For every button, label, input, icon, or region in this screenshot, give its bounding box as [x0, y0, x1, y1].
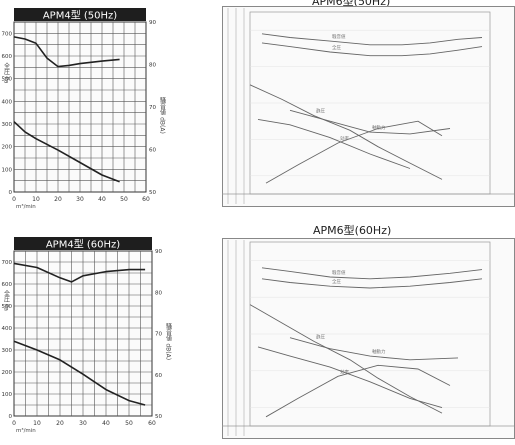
- y-right-tick-label: 80: [149, 63, 156, 69]
- series-line-noise: [13, 36, 120, 68]
- chart-apm4-50hz: APM4型 (50Hz) 0 10 20 30 40 50 60 m³/min 0 100 200 30…: [0, 0, 190, 220]
- series-line: [249, 304, 443, 414]
- series-label: 全圧: [332, 278, 341, 285]
- series-line-pressure: [13, 340, 146, 406]
- series-line: [289, 337, 459, 361]
- scan-frame: [222, 6, 515, 207]
- x-axis-label: m³/min: [16, 427, 36, 434]
- y-left-tick-label: 200: [2, 145, 13, 151]
- y-left-tick-label: 400: [2, 326, 13, 332]
- chart-apm4-50hz-svg: APM4型 (50Hz)0 10 20 30 40 50 60m³/min010020030…: [2, 8, 166, 210]
- x-tick-label: 40: [98, 196, 106, 203]
- x-tick-label: 60: [142, 196, 150, 203]
- y-right-tick-label: 90: [155, 249, 162, 255]
- series-line: [265, 120, 443, 184]
- y-right-axis-label: 騒音値 dB(A): [159, 97, 166, 134]
- y-left-tick-label: 600: [2, 282, 13, 288]
- y-left-tick-label: 200: [2, 370, 13, 376]
- chart-title-bar: [14, 8, 146, 21]
- y-left-tick-label: 0: [9, 190, 13, 196]
- x-tick-label: 20: [56, 420, 64, 427]
- x-tick-label: 30: [76, 196, 84, 203]
- y-right-tick-label: 80: [155, 290, 162, 296]
- series-line: [249, 84, 443, 180]
- series-line: [257, 118, 411, 169]
- y-left-axis-label: 全圧 Pa: [3, 62, 10, 84]
- caption-apm6-60hz: APM6型(60Hz): [313, 224, 392, 237]
- y-right-axis-label: 騒音値 dB(A): [165, 323, 172, 360]
- series-label: 軸動力: [372, 124, 386, 131]
- y-left-tick-label: 500: [2, 77, 13, 83]
- chart-title: APM4型 (60Hz): [46, 238, 120, 251]
- x-tick-label: 0: [12, 420, 16, 427]
- chart-apm6-50hz: 騒音値全圧静圧効率 軸動力: [222, 6, 515, 212]
- y-left-tick-label: 400: [2, 99, 13, 105]
- series-line: [261, 42, 483, 57]
- series-label: 静圧: [316, 333, 325, 340]
- series-line: [289, 109, 451, 135]
- x-tick-label: 50: [125, 420, 133, 427]
- y-right-tick-label: 70: [149, 105, 156, 111]
- x-tick-label: 20: [54, 196, 62, 203]
- chart-title: APM4型 (50Hz): [43, 9, 117, 22]
- chart-apm6-60hz: 騒音値全圧静圧効率 軸動力: [222, 238, 515, 441]
- y-left-tick-label: 600: [2, 54, 13, 60]
- y-right-tick-label: 60: [155, 373, 162, 379]
- y-right-tick-label: 90: [149, 20, 156, 26]
- y-right-tick-label: 50: [155, 414, 162, 420]
- chart-apm4-60hz-svg: APM4型 (60Hz)0 10 20 30 40 50 60m³/min010020030…: [2, 237, 172, 434]
- series-line-noise: [13, 262, 146, 283]
- y-left-tick-label: 300: [2, 122, 13, 128]
- y-right-tick-label: 60: [149, 148, 156, 154]
- series-line: [265, 364, 451, 418]
- series-label: 効率: [340, 368, 349, 375]
- x-tick-label: 10: [33, 420, 41, 427]
- x-tick-label: 60: [148, 420, 156, 427]
- caption-apm6-50hz: APM6型(50Hz): [312, 0, 391, 8]
- series-label: 静圧: [316, 108, 325, 115]
- y-left-axis-label: 全圧 Pa: [3, 289, 10, 311]
- series-label: 効率: [340, 135, 349, 142]
- y-right-tick-label: 50: [149, 190, 156, 196]
- y-left-tick-label: 700: [2, 31, 13, 37]
- x-tick-label: 0: [12, 196, 16, 203]
- series-line: [257, 346, 443, 409]
- series-line: [261, 267, 483, 280]
- x-tick-label: 30: [79, 420, 87, 427]
- x-axis-label: m³/min: [16, 203, 36, 210]
- y-left-tick-label: 100: [2, 392, 13, 398]
- y-left-tick-label: 700: [2, 260, 13, 266]
- y-left-tick-label: 0: [9, 414, 13, 420]
- series-line: [261, 278, 483, 289]
- series-label: 全圧: [332, 44, 341, 51]
- series-label: 騒音値: [332, 269, 346, 276]
- y-left-tick-label: 500: [2, 304, 13, 310]
- y-left-tick-label: 100: [2, 167, 13, 173]
- series-label: 軸動力: [372, 348, 386, 355]
- x-tick-label: 50: [120, 196, 128, 203]
- series-label: 騒音値: [332, 33, 346, 40]
- y-right-tick-label: 70: [155, 332, 162, 338]
- chart-apm4-60hz: APM4型 (60Hz) 0 10 20 30 40 50 60 m³/min 0 100 200 30…: [0, 236, 190, 441]
- x-tick-label: 40: [102, 420, 110, 427]
- chart-title-bar: [14, 237, 152, 250]
- series-line-pressure: [13, 121, 120, 183]
- series-line: [261, 33, 483, 46]
- y-left-tick-label: 300: [2, 348, 13, 354]
- x-tick-label: 10: [32, 196, 40, 203]
